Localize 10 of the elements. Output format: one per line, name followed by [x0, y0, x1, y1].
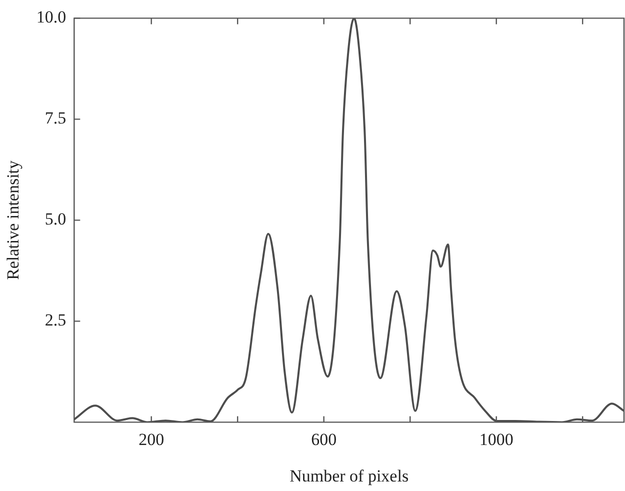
line-series [74, 18, 624, 422]
x-tick-label: 1000 [479, 430, 514, 449]
x-tick-label: 200 [138, 430, 164, 449]
y-tick-label: 5.0 [44, 210, 66, 229]
y-tick-label: 10.0 [36, 8, 66, 27]
x-tick-label: 600 [311, 430, 337, 449]
y-tick-label: 2.5 [44, 310, 66, 330]
y-axis-title: Relative intensity [4, 160, 23, 280]
y-tick-label: 7.5 [44, 108, 66, 128]
x-axis-title: Number of pixels [290, 466, 409, 486]
